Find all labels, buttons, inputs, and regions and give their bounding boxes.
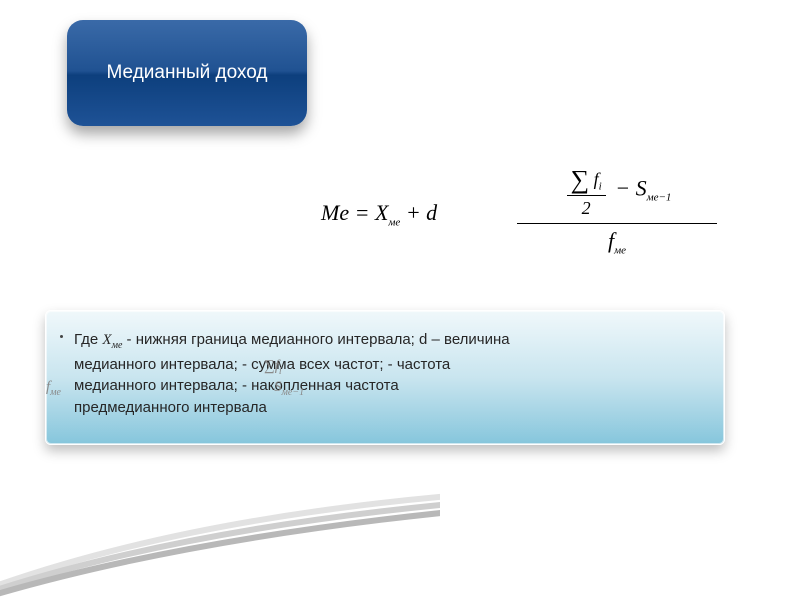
fraction-numerator: ∑ fi 2 − Sме−1 bbox=[517, 160, 717, 224]
slide: Медианный доход Me = Xме + d ∑ fi 2 − Sм… bbox=[0, 0, 800, 600]
desc-inline-sme: Sме−1 bbox=[274, 377, 304, 401]
title-box: Медианный доход bbox=[67, 20, 307, 126]
sym-minus: − bbox=[615, 175, 635, 200]
desc-sigma: ∑ bbox=[264, 358, 275, 374]
desc-sme-s: S bbox=[274, 379, 282, 395]
sym-eq: = bbox=[349, 200, 375, 225]
desc-l1b: - нижняя граница медианного интервала; d… bbox=[122, 331, 509, 348]
sym-X: X bbox=[375, 200, 388, 225]
desc-l2a: медианного интервала; - сумма всех часто… bbox=[74, 356, 450, 373]
sym-den-f-sub: ме bbox=[614, 244, 626, 256]
desc-sum-f-sub: i bbox=[279, 366, 282, 377]
sym-plus: + bbox=[400, 200, 426, 225]
inner-num: ∑ fi bbox=[567, 162, 606, 196]
desc-X: X bbox=[102, 332, 111, 348]
sym-d: d bbox=[426, 200, 437, 225]
inner-fraction: ∑ fi 2 bbox=[567, 162, 606, 219]
desc-fme-sub: ме bbox=[50, 387, 61, 398]
sym-S: S bbox=[636, 175, 647, 200]
sym-f-sub-i: i bbox=[599, 181, 602, 193]
desc-l4: предмедианного интервала bbox=[74, 399, 267, 416]
formula-fraction: ∑ fi 2 − Sме−1 fме bbox=[517, 160, 717, 256]
desc-l3a: медианного интервала; - накопленная част… bbox=[74, 377, 399, 394]
desc-sme-sub: ме−1 bbox=[282, 387, 305, 398]
fraction-denominator: fме bbox=[517, 224, 717, 256]
median-formula: Me = Xме + d ∑ fi 2 − Sме−1 fме bbox=[315, 160, 745, 270]
desc-inline-sum: ∑fi bbox=[264, 356, 282, 380]
swoosh-decoration bbox=[0, 490, 440, 600]
title-text: Медианный доход bbox=[107, 62, 268, 84]
desc-inline-fme: fме bbox=[46, 377, 61, 401]
inner-den: 2 bbox=[567, 196, 606, 219]
desc-X-sub: ме bbox=[112, 340, 123, 351]
sym-X-sub: ме bbox=[388, 216, 400, 228]
description-text: Где Xме - нижняя граница медианного инте… bbox=[74, 329, 702, 419]
sigma-icon: ∑ bbox=[571, 165, 590, 194]
formula-lhs: Me = Xме + d bbox=[321, 200, 437, 228]
bullet-icon bbox=[60, 335, 63, 338]
sym-Me: Me bbox=[321, 200, 349, 225]
sym-S-sub: ме−1 bbox=[647, 192, 672, 204]
description-box: Где Xме - нижняя граница медианного инте… bbox=[45, 310, 725, 445]
desc-l1a: Где bbox=[74, 331, 102, 348]
